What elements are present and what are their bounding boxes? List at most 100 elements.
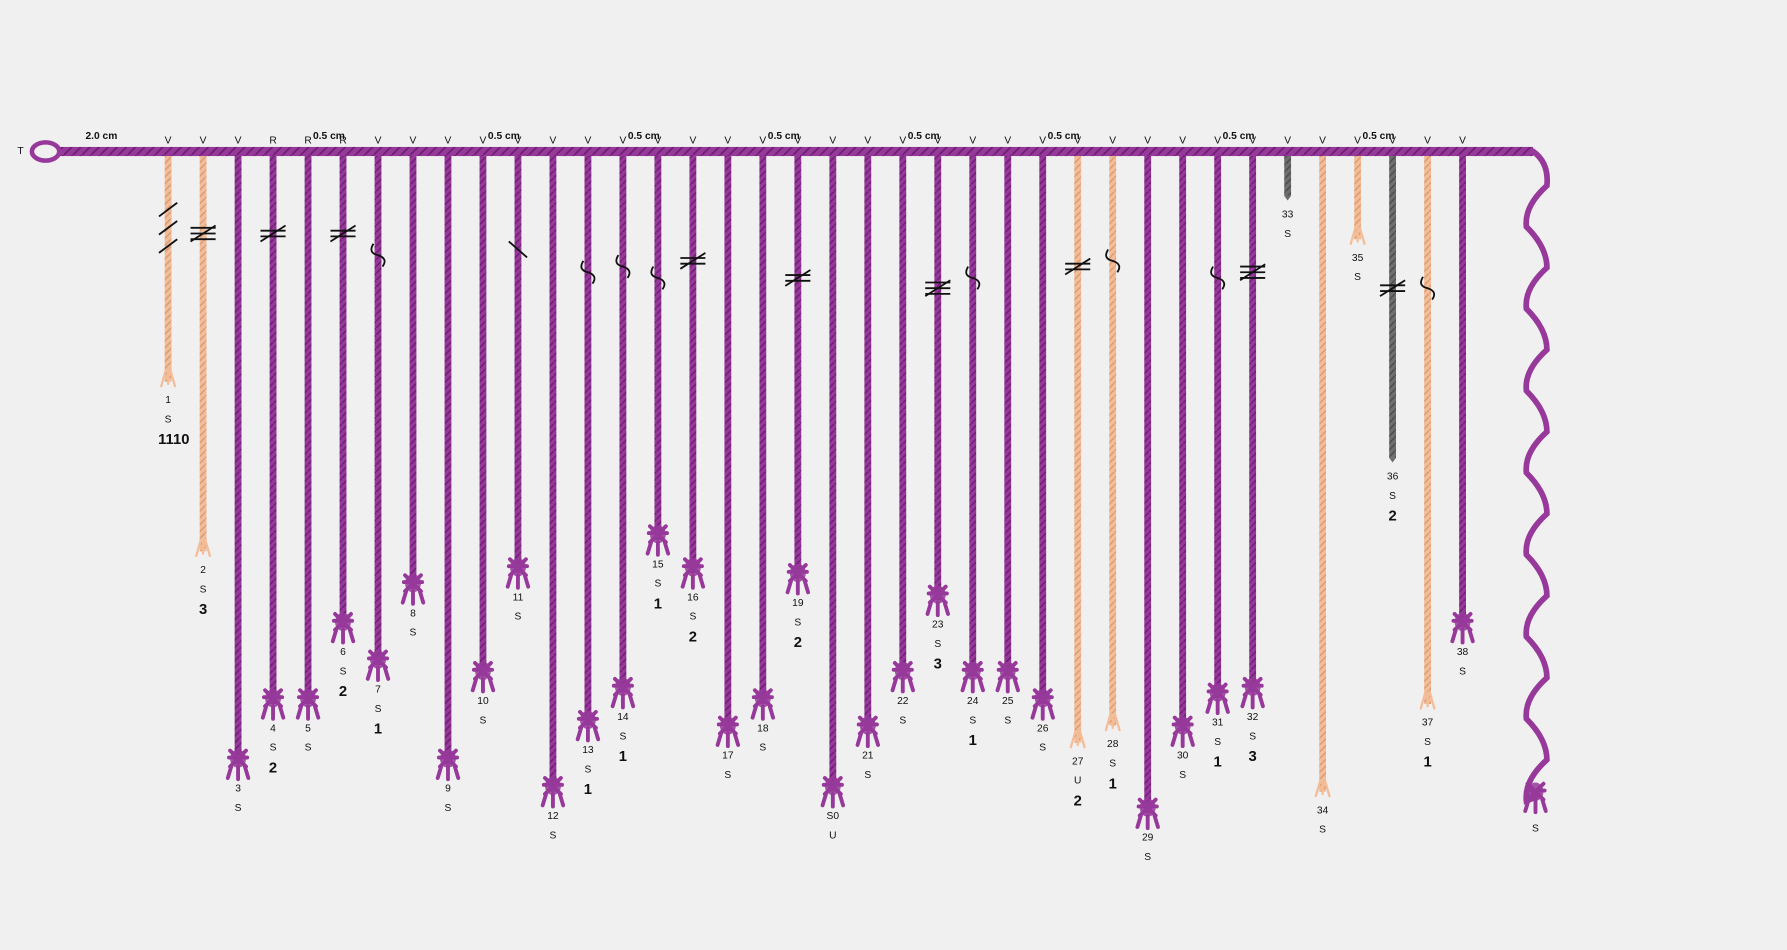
- single-knot-mark: [508, 240, 528, 259]
- cord-number: 22: [897, 694, 909, 707]
- pendant-cord: [365, 152, 391, 682]
- twist-label: S: [479, 714, 487, 726]
- spacing-label: 0.5 cm: [907, 129, 940, 142]
- single-knot-mark: [158, 220, 178, 236]
- attachment-label: V: [1459, 134, 1466, 146]
- frayed-end: [1314, 779, 1331, 798]
- attachment-label: V: [374, 134, 382, 146]
- end-knot: [1170, 715, 1195, 749]
- pendant-cord-body: [1319, 152, 1327, 792]
- primary-cord: [56, 146, 1534, 157]
- cord-number: 36: [1386, 470, 1399, 482]
- knot-value: 1: [1213, 752, 1222, 771]
- knot-value: 1: [1108, 774, 1117, 792]
- twist-label: S: [724, 768, 732, 781]
- end-knot: [505, 557, 531, 590]
- knot-value: 1: [653, 594, 663, 612]
- end-knot: [1205, 682, 1230, 716]
- attachment-label: V: [234, 134, 242, 146]
- attachment-label: R: [269, 134, 277, 146]
- spacing-label: 0.5 cm: [1362, 129, 1395, 142]
- pendant-cord-body: [409, 152, 417, 589]
- end-knot: [645, 524, 671, 557]
- end-knot: [820, 776, 846, 809]
- cord-number: 29: [1141, 831, 1154, 843]
- pendant-cord-body: [864, 152, 872, 732]
- pendant-cord-body: [1039, 152, 1047, 704]
- twist-label: S: [969, 714, 977, 726]
- twist-label: S: [444, 801, 452, 814]
- cord-number: 14: [617, 710, 629, 723]
- attachment-label: V: [689, 134, 697, 146]
- attachment-label: V: [549, 134, 557, 146]
- pendant-cord: [715, 152, 741, 749]
- attachment-label: V: [934, 134, 942, 146]
- twist-label: S: [164, 413, 172, 425]
- knot-value: 1: [618, 747, 628, 765]
- long-knot-mark: [1105, 248, 1121, 273]
- knot-value: 1: [968, 731, 977, 749]
- frayed-end: [195, 538, 212, 558]
- attachment-label: V: [1109, 134, 1117, 146]
- long-knot-mark: [965, 266, 981, 290]
- pendant-cord-body: [1214, 152, 1222, 699]
- twist-label: S: [934, 637, 942, 650]
- end-knot: [575, 710, 601, 743]
- pendant-cord: [295, 152, 321, 721]
- end-knot: [610, 676, 636, 710]
- frayed-end: [1104, 713, 1121, 732]
- attachment-label: V: [1249, 134, 1257, 146]
- attachment-label: V: [759, 134, 767, 146]
- knot-value: 1: [583, 780, 593, 798]
- cord-number: 16: [687, 591, 699, 603]
- attachment-label: V: [1354, 134, 1362, 146]
- knot-value: 1: [373, 719, 383, 737]
- spacing-label: 2.0 cm: [85, 129, 118, 142]
- single-knot-mark: [260, 224, 287, 243]
- spacing-label: 0.5 cm: [1047, 129, 1080, 142]
- pendant-cord: [400, 152, 426, 606]
- long-knot-mark: [580, 260, 596, 285]
- attachment-label: V: [1389, 134, 1397, 146]
- cord-number: 7: [375, 683, 381, 695]
- single-knot-mark: [784, 269, 811, 287]
- twist-label: S: [1424, 735, 1431, 748]
- pendant-cord: [1284, 152, 1292, 201]
- knot-value: 1: [1423, 752, 1432, 771]
- end-knot: [785, 563, 811, 596]
- cord-number: S0: [826, 809, 840, 822]
- attachment-label: V: [514, 134, 522, 146]
- end-knot: [1240, 676, 1265, 710]
- cord-number: 19: [792, 596, 804, 609]
- frayed-end: [160, 369, 177, 388]
- twist-label: S: [1144, 850, 1152, 863]
- end-knot: [435, 748, 461, 782]
- end-knot: [400, 573, 426, 606]
- cord-number: 18: [757, 722, 769, 734]
- pendant-cord-body: [1004, 152, 1012, 677]
- long-knot-mark: [1210, 266, 1226, 290]
- end-knot: [295, 688, 321, 721]
- end-knot: [330, 612, 356, 645]
- end-knot: [470, 661, 496, 694]
- twist-label: S: [514, 610, 522, 622]
- twist-label: S: [619, 730, 627, 742]
- pendant-cord-body: [1144, 152, 1152, 814]
- attachment-label: V: [1179, 134, 1187, 146]
- pendant-cord: [679, 152, 706, 590]
- cord-number: 6: [340, 645, 346, 658]
- pendant-cord: [1239, 152, 1266, 710]
- pendant-cord: [750, 152, 776, 721]
- pendant-cord: [1379, 152, 1406, 463]
- cord-number: 9: [445, 782, 451, 794]
- pendant-cord-body: [514, 152, 522, 573]
- pendant-cord: [190, 152, 217, 558]
- pendant-cord-body: [199, 152, 207, 552]
- pendant-cord: [1170, 152, 1195, 749]
- cord-number: 38: [1456, 645, 1469, 658]
- spacing-label: 0.5 cm: [1222, 129, 1255, 142]
- twist-label: S: [689, 610, 697, 622]
- primary-start-label: T: [17, 144, 24, 157]
